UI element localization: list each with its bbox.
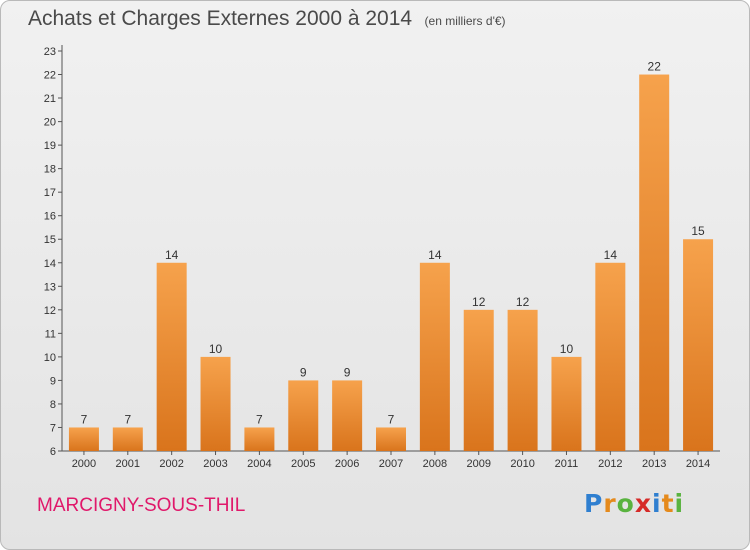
bar	[463, 309, 494, 451]
x-tick-label: 2012	[598, 458, 622, 470]
bar	[376, 427, 406, 451]
y-tick-label: 22	[44, 70, 56, 82]
x-tick-label: 2006	[335, 458, 359, 470]
y-tick-label: 17	[44, 187, 56, 199]
y-tick-label: 12	[44, 305, 56, 317]
x-tick-label: 2000	[72, 458, 96, 470]
bar-value-label: 7	[256, 412, 263, 426]
bar	[332, 380, 363, 451]
x-tick-label: 2009	[466, 458, 490, 470]
x-tick-label: 2008	[423, 458, 447, 470]
bar-value-label: 22	[648, 60, 662, 74]
bar	[507, 309, 538, 451]
bar-value-label: 14	[428, 248, 442, 262]
bar-value-label: 10	[560, 342, 574, 356]
y-tick-label: 9	[50, 375, 56, 387]
y-tick-label: 10	[44, 352, 56, 364]
y-tick-label: 15	[44, 234, 56, 246]
bar	[595, 262, 626, 451]
bar-value-label: 14	[165, 248, 179, 262]
y-tick-label: 7	[50, 422, 56, 434]
bar	[112, 427, 143, 451]
bar-value-label: 7	[81, 412, 88, 426]
bar	[683, 239, 714, 451]
x-tick-label: 2010	[510, 458, 534, 470]
chart-title: Achats et Charges Externes 2000 à 2014	[28, 7, 413, 30]
bar	[551, 356, 582, 451]
bar	[200, 356, 231, 451]
proxiti-letter: i	[674, 489, 685, 518]
bar-value-label: 9	[300, 365, 307, 379]
proxiti-letter: P	[584, 489, 604, 518]
y-tick-label: 14	[44, 258, 56, 270]
x-tick-label: 2007	[379, 458, 403, 470]
y-tick-label: 11	[45, 328, 56, 340]
x-tick-label: 2001	[116, 458, 140, 470]
proxiti-logo: Proxiti	[584, 489, 684, 518]
bar-value-label: 14	[604, 248, 618, 262]
y-tick-label: 6	[50, 446, 56, 458]
bar	[419, 262, 450, 451]
bar-value-label: 7	[388, 412, 395, 426]
x-tick-label: 2005	[291, 458, 315, 470]
bar	[288, 380, 319, 451]
bar-value-label: 15	[691, 224, 705, 238]
x-tick-label: 2013	[642, 458, 666, 470]
y-tick-label: 13	[44, 281, 56, 293]
bar	[68, 427, 99, 451]
y-tick-label: 18	[44, 164, 56, 176]
chart-subtitle: (en milliers d'€)	[424, 14, 506, 28]
y-tick-label: 21	[44, 93, 56, 105]
y-tick-label: 19	[44, 140, 56, 152]
x-tick-label: 2011	[555, 458, 579, 470]
bar-value-label: 10	[209, 342, 223, 356]
bar	[639, 74, 670, 451]
proxiti-letter: r	[603, 489, 617, 518]
bar	[156, 262, 187, 451]
proxiti-letter: o	[616, 489, 635, 518]
proxiti-letter: x	[634, 489, 652, 518]
bar-value-label: 12	[516, 295, 530, 309]
bar-value-label: 9	[344, 365, 351, 379]
y-tick-label: 23	[44, 46, 56, 58]
proxiti-letter: i	[652, 489, 662, 518]
y-tick-label: 8	[50, 399, 56, 411]
bar-value-label: 12	[472, 295, 486, 309]
y-tick-label: 16	[44, 211, 56, 223]
x-tick-label: 2003	[203, 458, 227, 470]
proxiti-letter: t	[661, 489, 675, 518]
x-tick-label: 2002	[159, 458, 183, 470]
bar	[244, 427, 275, 451]
bar-value-label: 7	[124, 412, 131, 426]
x-tick-label: 2014	[686, 458, 710, 470]
y-tick-label: 20	[44, 117, 56, 129]
x-tick-label: 2004	[247, 458, 271, 470]
chart-title-block: Achats et Charges Externes 2000 à 2014 (…	[28, 7, 506, 31]
commune-name: MARCIGNY-SOUS-THIL	[37, 495, 246, 516]
